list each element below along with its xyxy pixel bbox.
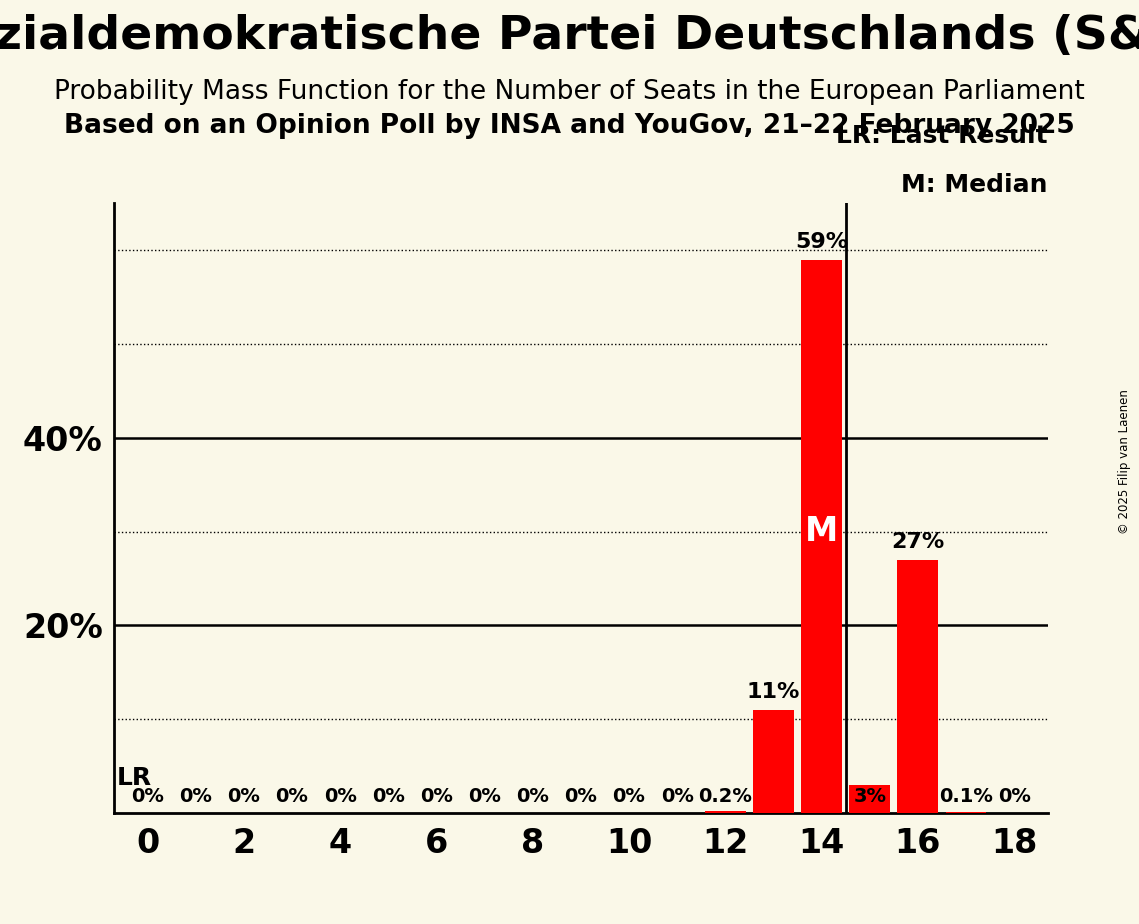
Bar [945, 812, 986, 813]
Bar [705, 811, 746, 813]
Text: 0%: 0% [565, 786, 597, 806]
Text: 27%: 27% [892, 532, 944, 553]
Text: LR: Last Result: LR: Last Result [836, 124, 1048, 148]
Bar [850, 785, 891, 813]
Text: M: M [805, 516, 838, 548]
Text: 0%: 0% [420, 786, 453, 806]
Text: 11%: 11% [747, 683, 801, 702]
Text: 0%: 0% [323, 786, 357, 806]
Text: 0%: 0% [371, 786, 404, 806]
Text: 3%: 3% [853, 786, 886, 806]
Text: 0%: 0% [131, 786, 164, 806]
Text: Based on an Opinion Poll by INSA and YouGov, 21–22 February 2025: Based on an Opinion Poll by INSA and You… [64, 113, 1075, 139]
Text: 0%: 0% [516, 786, 549, 806]
Text: LR: LR [116, 766, 151, 790]
Text: 0%: 0% [613, 786, 646, 806]
Text: 0.2%: 0.2% [698, 786, 752, 806]
Bar [898, 560, 939, 813]
Text: 0%: 0% [228, 786, 261, 806]
Text: Sozialdemokratische Partei Deutschlands (S&D): Sozialdemokratische Partei Deutschlands … [0, 14, 1139, 59]
Text: 0.1%: 0.1% [939, 786, 993, 806]
Text: 59%: 59% [795, 232, 849, 252]
Text: Probability Mass Function for the Number of Seats in the European Parliament: Probability Mass Function for the Number… [55, 79, 1084, 104]
Text: 0%: 0% [468, 786, 501, 806]
Text: M: Median: M: Median [901, 173, 1048, 197]
Text: © 2025 Filip van Laenen: © 2025 Filip van Laenen [1118, 390, 1131, 534]
Text: 0%: 0% [276, 786, 309, 806]
Bar [801, 260, 842, 813]
Text: 0%: 0% [998, 786, 1031, 806]
Text: 0%: 0% [179, 786, 212, 806]
Text: 0%: 0% [661, 786, 694, 806]
Bar [753, 710, 794, 813]
